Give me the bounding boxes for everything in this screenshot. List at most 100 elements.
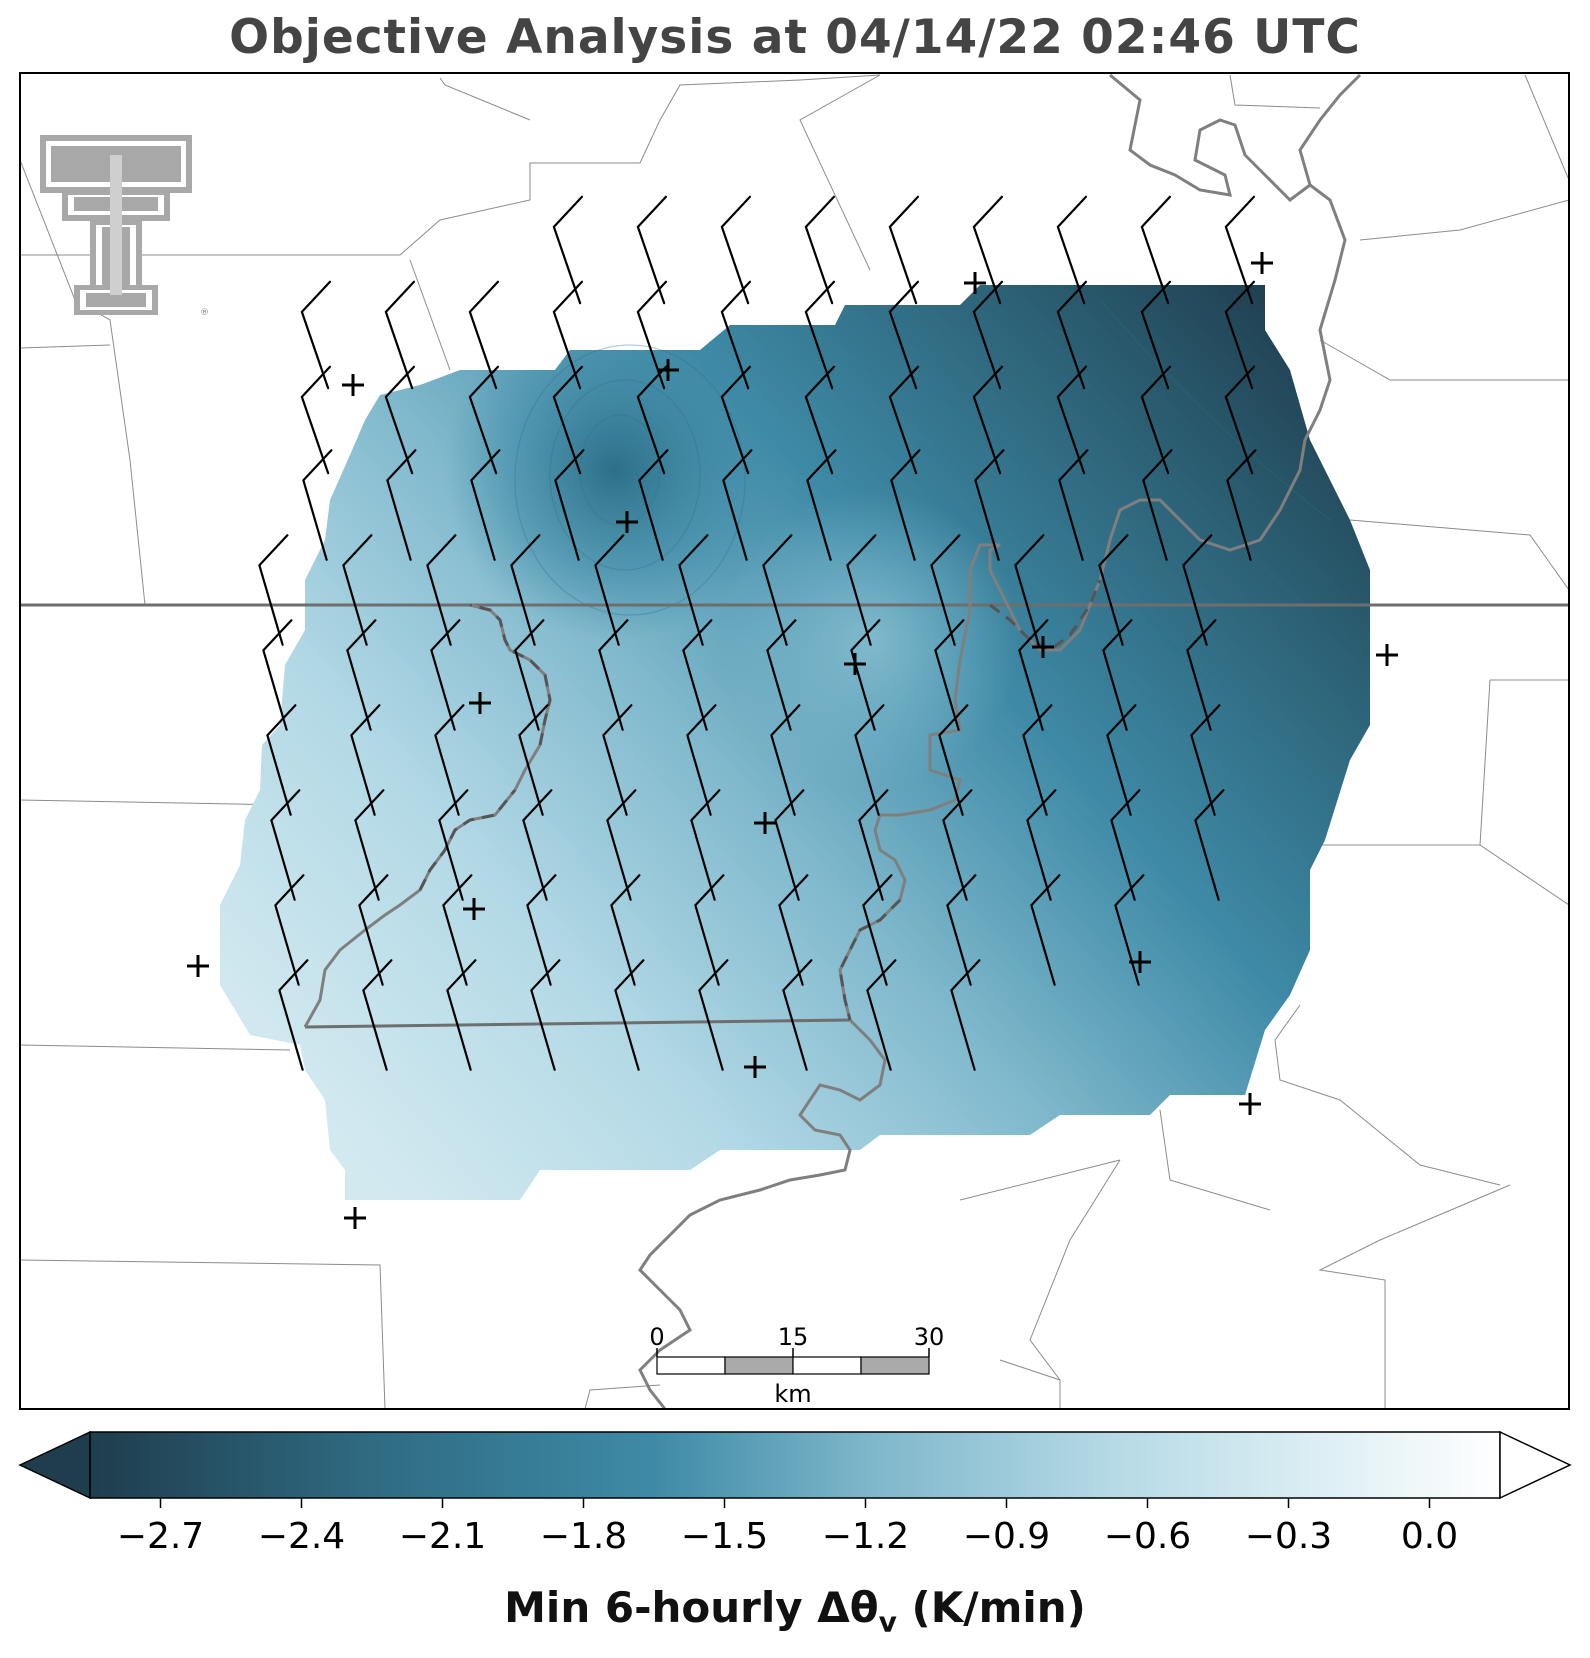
- wind-barb: [270, 789, 301, 901]
- wind-barb: [934, 619, 965, 731]
- wind-barb: [598, 619, 629, 731]
- station-marker: [1376, 644, 1398, 666]
- wind-barbs: [258, 195, 1257, 1071]
- wind-barb: [1224, 365, 1255, 475]
- wind-barb: [446, 959, 477, 1071]
- wind-barb: [1224, 280, 1255, 390]
- scale-tick-30: 30: [914, 1323, 945, 1351]
- station-marker: [1129, 951, 1151, 973]
- wind-barb: [888, 365, 919, 475]
- wind-barb: [430, 619, 461, 731]
- wind-barb: [690, 789, 721, 901]
- state-borders: [20, 603, 1569, 1029]
- wind-barb: [1142, 449, 1173, 561]
- wind-barb: [636, 365, 667, 475]
- wind-barb: [358, 874, 389, 986]
- scale-bar: 0 15 30 km: [649, 1323, 944, 1408]
- wind-barb: [720, 280, 751, 390]
- station-marker: [1032, 636, 1054, 658]
- wind-barb: [682, 619, 713, 731]
- wind-barb: [526, 874, 557, 986]
- wind-barb: [1022, 704, 1053, 816]
- texas-tech-double-t-logo: ®: [40, 135, 209, 318]
- wind-barb: [552, 195, 583, 305]
- wind-barb: [278, 959, 309, 1071]
- wind-barb: [1058, 449, 1089, 561]
- wind-barb: [950, 959, 981, 1071]
- wind-barb: [1194, 789, 1225, 901]
- wind-barb: [698, 959, 729, 1071]
- wind-barb: [384, 365, 415, 475]
- wind-barb: [946, 874, 977, 986]
- wind-barb: [1026, 789, 1057, 901]
- wind-barb: [694, 874, 725, 986]
- wind-barb: [1186, 619, 1217, 731]
- wind-barb: [804, 280, 835, 390]
- wind-barb: [762, 534, 793, 646]
- wind-barb: [1140, 195, 1171, 305]
- colorbar-label: Min 6-hourly Δθv (K/min): [504, 1583, 1086, 1639]
- page-title: Objective Analysis at 04/14/22 02:46 UTC: [229, 10, 1361, 65]
- wind-barb: [510, 534, 541, 646]
- station-marker: [964, 272, 986, 294]
- wind-barb: [610, 874, 641, 986]
- wind-barb: [468, 365, 499, 475]
- wind-barb: [614, 959, 645, 1071]
- wind-barb: [552, 280, 583, 390]
- station-marker: [744, 1056, 766, 1078]
- station-marker: [657, 359, 679, 381]
- wind-barb: [274, 874, 305, 986]
- wind-barb: [1030, 874, 1061, 986]
- wind-barb: [974, 449, 1005, 561]
- contour-lines: [514, 299, 1331, 731]
- wind-barb: [594, 534, 625, 646]
- wind-barb: [678, 534, 709, 646]
- wind-barb: [638, 449, 669, 561]
- wind-barb: [942, 789, 973, 901]
- map-frame: [19, 72, 1570, 1410]
- wind-barb: [552, 365, 583, 475]
- station-marker: [754, 812, 776, 834]
- station-marker: [1251, 252, 1273, 274]
- wind-barb: [442, 874, 473, 986]
- station-marker: [616, 511, 638, 533]
- wind-barb: [720, 365, 751, 475]
- rivers: [303, 73, 1362, 1409]
- wind-barb: [804, 195, 835, 305]
- wind-barb: [438, 789, 469, 901]
- wind-barb: [300, 365, 331, 475]
- wind-barb: [1102, 619, 1133, 731]
- wind-barb: [972, 280, 1003, 390]
- wind-barb: [686, 704, 717, 816]
- wind-barb: [1140, 280, 1171, 390]
- wind-barb: [722, 449, 753, 561]
- wind-barb: [866, 959, 897, 1071]
- wind-barb: [384, 280, 415, 390]
- wind-barb: [350, 704, 381, 816]
- wind-barb: [804, 365, 835, 475]
- wind-barb: [1056, 280, 1087, 390]
- wind-barb: [782, 959, 813, 1071]
- wind-barb: [1110, 789, 1141, 901]
- wind-barb: [888, 280, 919, 390]
- wind-barb: [636, 195, 667, 305]
- station-marker: [1239, 1093, 1261, 1115]
- station-marker: [469, 692, 491, 714]
- wind-barb: [774, 789, 805, 901]
- wind-barb: [972, 195, 1003, 305]
- wind-barb: [602, 704, 633, 816]
- wind-barb: [522, 789, 553, 901]
- wind-barb: [1098, 534, 1129, 646]
- wind-barb: [938, 704, 969, 816]
- scale-unit: km: [774, 1380, 811, 1408]
- wind-barb: [854, 704, 885, 816]
- wind-barb: [1056, 365, 1087, 475]
- wind-barb: [1014, 534, 1045, 646]
- wind-barb: [806, 449, 837, 561]
- wind-barb: [770, 704, 801, 816]
- wind-barb: [346, 619, 377, 731]
- wind-barb: [606, 789, 637, 901]
- wind-barb: [530, 959, 561, 1071]
- wind-barb: [468, 280, 499, 390]
